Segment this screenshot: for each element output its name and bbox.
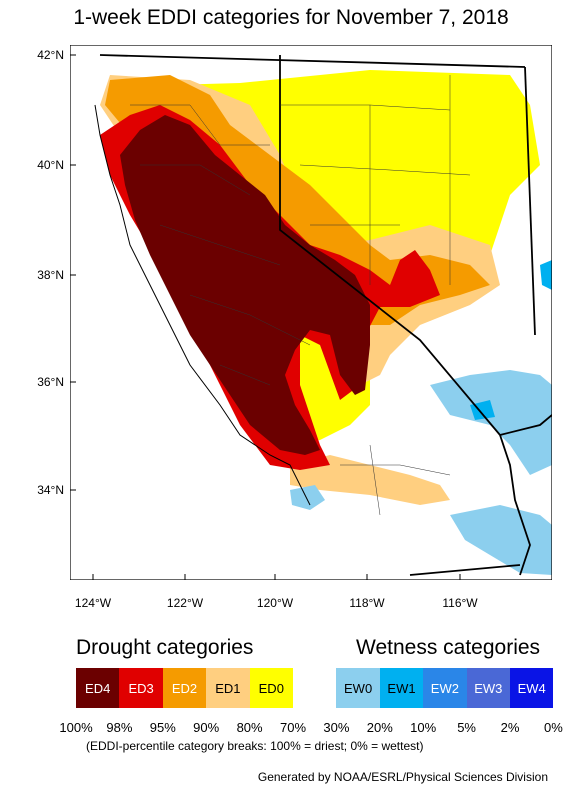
county-lines [130, 75, 471, 516]
map-title: 1-week EDDI categories for November 7, 2… [73, 6, 509, 29]
legend-swatch-ed4: ED4 [76, 668, 120, 708]
legend-break-label: 95% [149, 720, 176, 735]
legend-swatch-ed3: ED3 [119, 668, 163, 708]
legend-swatch-ed0: ED0 [249, 668, 293, 708]
lat-label-34: 34°N [37, 483, 64, 497]
oregon-border [99, 54, 526, 68]
ed4-region [120, 115, 370, 455]
ew1-patch [540, 260, 552, 290]
ew1-patch-south [470, 400, 495, 420]
legend-break-label: 20% [366, 720, 393, 735]
california-border [279, 55, 531, 576]
axis-ticks [70, 54, 461, 580]
lon-label-116: 116°W [442, 596, 478, 610]
legend-note: (EDDI-percentile category breaks: 100% =… [86, 739, 424, 753]
legend-swatch-ew1: EW1 [379, 668, 424, 708]
borders [99, 54, 552, 576]
legend-swatch-ed1: ED1 [206, 668, 250, 708]
arizona-border [499, 414, 552, 436]
ed1-south [290, 455, 450, 505]
legend-break-label: 70% [279, 720, 307, 735]
lat-label-40: 40°N [37, 158, 64, 172]
wetness-heading: Wetness categories [356, 636, 541, 659]
drought-heading: Drought categories [76, 636, 254, 659]
legend-swatch-ew0: EW0 [336, 668, 380, 708]
legend-break-label: 10% [410, 720, 437, 735]
ew0-southwest [290, 485, 325, 510]
legend-swatch-ew4: EW4 [510, 668, 554, 708]
lat-label-38: 38°N [37, 268, 64, 282]
nevada-utah-border [524, 66, 536, 336]
ew0-east [430, 370, 552, 475]
legend-break-label: 90% [193, 720, 220, 735]
lon-label-118: 118°W [349, 596, 385, 610]
legend-swatch-ew2: EW2 [423, 668, 467, 708]
lon-label-122: 122°W [166, 596, 204, 610]
legend-break-label: 2% [500, 720, 520, 735]
legend-break-label: 80% [236, 720, 263, 735]
eddi-map [70, 45, 552, 580]
legend-break-label: 5% [457, 720, 476, 735]
legend-break-label: 100% [59, 720, 93, 735]
coastline [94, 104, 311, 506]
legend-break-label: 98% [106, 720, 133, 735]
lat-label-36: 36°N [37, 375, 64, 389]
legend-swatch-neutral [293, 668, 337, 708]
legend-swatch-ew3: EW3 [466, 668, 510, 708]
legend-break-label: 30% [323, 720, 350, 735]
lon-label-124: 124°W [74, 596, 112, 610]
lon-label-120: 120°W [256, 596, 294, 610]
legend-swatch-ed2: ED2 [162, 668, 207, 708]
credit-line: Generated by NOAA/ESRL/Physical Sciences… [257, 770, 548, 784]
mexico-border [409, 564, 521, 576]
legend-break-label: 0% [543, 720, 563, 735]
lat-label-42: 42°N [37, 48, 64, 62]
